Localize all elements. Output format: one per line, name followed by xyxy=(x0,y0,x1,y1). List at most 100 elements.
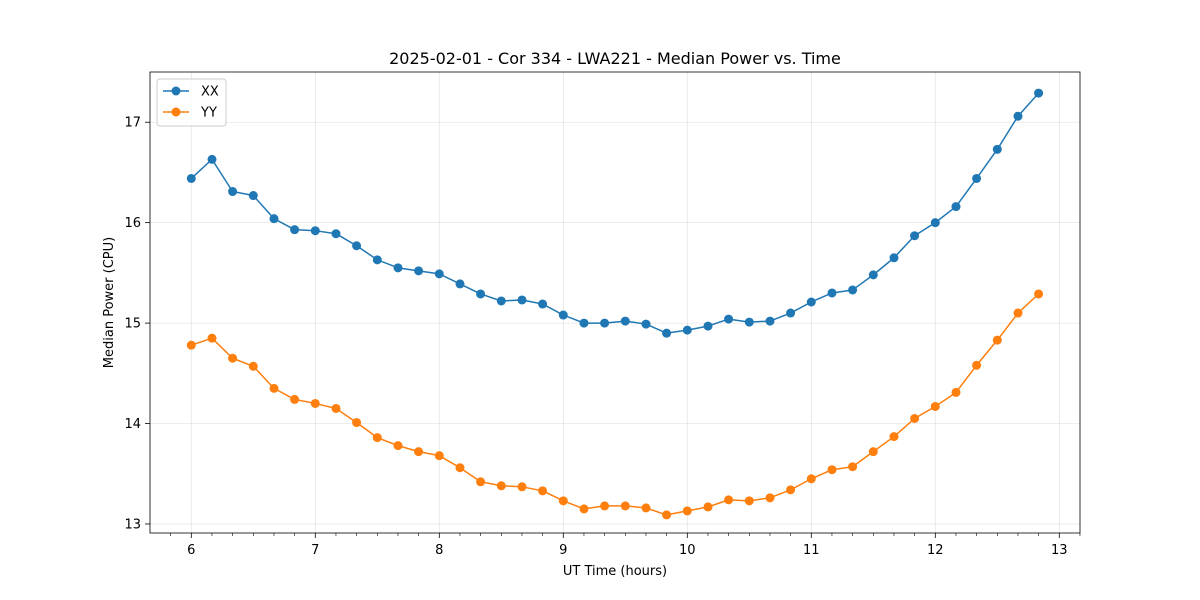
data-point-yy xyxy=(207,333,217,343)
data-point-xx xyxy=(310,226,320,236)
x-tick-label: 12 xyxy=(927,543,944,558)
data-point-xx xyxy=(641,319,651,329)
data-point-yy xyxy=(868,447,878,457)
data-point-yy xyxy=(352,418,362,428)
data-point-xx xyxy=(1013,111,1023,121)
chart-title: 2025-02-01 - Cor 334 - LWA221 - Median P… xyxy=(389,49,841,68)
data-point-yy xyxy=(455,463,465,473)
y-tick-label: 15 xyxy=(124,317,141,332)
legend: XX YY xyxy=(156,78,227,127)
x-tick-label: 6 xyxy=(187,543,195,558)
data-point-yy xyxy=(331,403,341,413)
data-point-yy xyxy=(682,506,692,516)
grid xyxy=(150,72,1080,533)
data-point-yy xyxy=(641,503,651,513)
data-point-yy xyxy=(538,486,548,496)
data-point-xx xyxy=(352,241,362,251)
data-point-xx xyxy=(765,316,775,326)
data-point-xx xyxy=(331,229,341,239)
legend-marker-xx xyxy=(171,86,181,96)
data-point-yy xyxy=(476,477,486,487)
data-point-xx xyxy=(393,263,403,273)
data-point-xx xyxy=(372,255,382,265)
data-point-yy xyxy=(372,433,382,443)
data-point-xx xyxy=(228,187,238,197)
data-point-yy xyxy=(600,501,610,511)
data-point-yy xyxy=(290,394,300,404)
data-point-yy xyxy=(310,398,320,408)
data-point-xx xyxy=(682,325,692,335)
data-point-yy xyxy=(228,353,238,363)
data-point-yy xyxy=(1013,308,1023,318)
data-point-yy xyxy=(930,401,940,411)
data-point-yy xyxy=(496,481,506,491)
legend-label-yy: YY xyxy=(200,106,217,121)
data-point-xx xyxy=(186,173,196,183)
data-point-yy xyxy=(414,447,424,457)
series-layer xyxy=(186,88,1044,520)
data-point-xx xyxy=(910,231,920,241)
y-tick-label: 13 xyxy=(124,517,141,532)
data-point-xx xyxy=(848,285,858,295)
data-point-yy xyxy=(744,496,754,506)
data-point-xx xyxy=(290,225,300,235)
data-point-xx xyxy=(806,297,816,307)
x-tick-label: 8 xyxy=(435,543,443,558)
data-point-xx xyxy=(951,202,961,212)
data-point-xx xyxy=(1034,88,1044,98)
data-point-xx xyxy=(930,218,940,228)
legend-label-xx: XX xyxy=(201,85,219,100)
data-point-xx xyxy=(248,191,258,201)
data-point-xx xyxy=(269,214,279,224)
y-tick-label: 17 xyxy=(124,116,141,131)
data-point-xx xyxy=(579,318,589,328)
data-point-yy xyxy=(1034,289,1044,299)
data-point-xx xyxy=(620,316,630,326)
x-tick-label: 11 xyxy=(803,543,820,558)
data-point-yy xyxy=(662,510,672,520)
axis-ticks: 6 7 8 9 10 11 12 13 13 14 15 16 17 xyxy=(124,116,1081,558)
data-point-yy xyxy=(806,474,816,484)
data-point-xx xyxy=(538,299,548,309)
data-point-xx xyxy=(558,310,568,320)
data-point-yy xyxy=(579,504,589,514)
data-point-xx xyxy=(455,279,465,289)
data-point-yy xyxy=(889,432,899,442)
data-point-yy xyxy=(703,502,713,512)
data-point-yy xyxy=(393,441,403,451)
y-tick-label: 14 xyxy=(124,417,141,432)
data-point-xx xyxy=(600,318,610,328)
data-point-xx xyxy=(744,317,754,327)
x-tick-label: 13 xyxy=(1051,543,1068,558)
x-tick-label: 10 xyxy=(679,543,696,558)
data-point-xx xyxy=(992,144,1002,154)
x-axis-label: UT Time (hours) xyxy=(563,564,667,579)
data-point-xx xyxy=(786,308,796,318)
data-point-xx xyxy=(868,270,878,280)
plot-frame xyxy=(149,71,1081,534)
data-point-yy xyxy=(786,485,796,495)
x-tick-label: 7 xyxy=(311,543,319,558)
data-point-yy xyxy=(848,462,858,472)
data-point-yy xyxy=(248,361,258,371)
data-point-xx xyxy=(496,296,506,306)
data-point-xx xyxy=(827,288,837,298)
data-point-yy xyxy=(972,360,982,370)
data-point-yy xyxy=(434,451,444,461)
data-point-yy xyxy=(724,495,734,505)
data-point-yy xyxy=(910,414,920,424)
data-point-yy xyxy=(620,501,630,511)
data-point-yy xyxy=(827,465,837,475)
data-point-xx xyxy=(724,314,734,324)
data-point-xx xyxy=(972,173,982,183)
x-tick-label: 9 xyxy=(559,543,567,558)
data-point-xx xyxy=(889,253,899,263)
data-point-xx xyxy=(517,295,527,305)
data-point-xx xyxy=(662,328,672,338)
y-tick-label: 16 xyxy=(124,216,141,231)
data-point-yy xyxy=(992,335,1002,345)
data-point-xx xyxy=(414,266,424,276)
data-point-xx xyxy=(476,289,486,299)
data-point-yy xyxy=(765,493,775,503)
